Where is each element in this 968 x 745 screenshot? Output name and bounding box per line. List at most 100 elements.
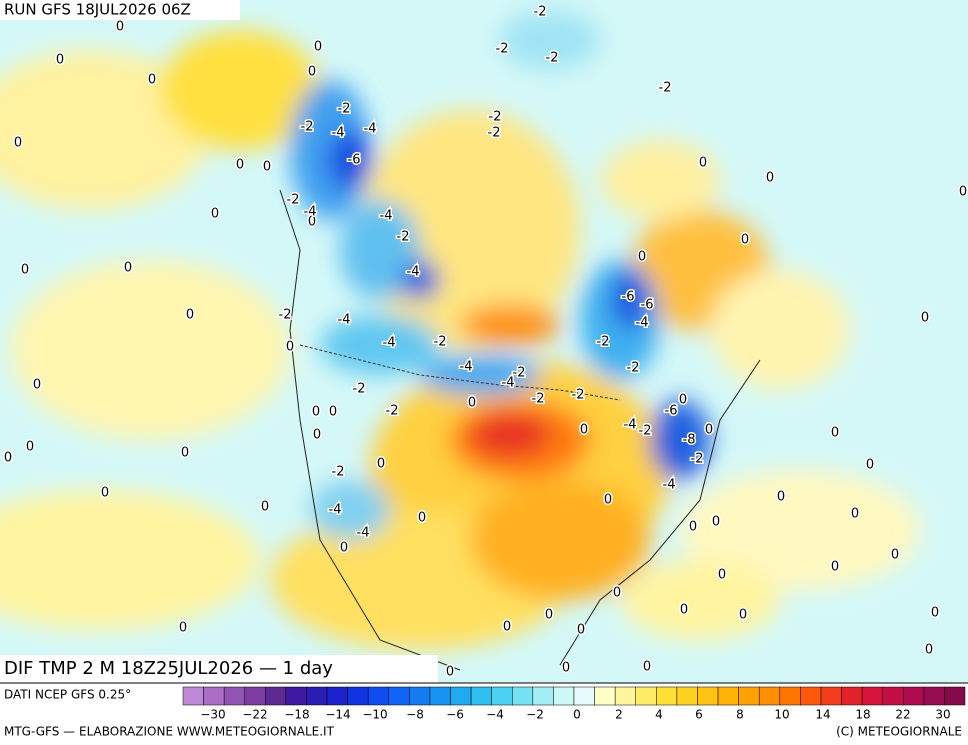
contour-label: 0 [851,507,859,522]
contour-label: -4 [338,313,351,328]
colorbar-label: −14 [325,708,350,722]
panel-title-box [0,655,438,683]
contour-label: 0 [181,446,189,461]
colorbar-label: −22 [242,708,267,722]
contour-label: 0 [314,40,322,55]
contour-label: -2 [489,110,502,125]
colorbar-swatch [882,686,904,706]
panel-title: DIF TMP 2 M 18Z25JUL2026 — 1 day [4,658,333,679]
colorbar-label: −10 [362,708,387,722]
contour-label: 0 [545,608,553,623]
colorbar-label: −8 [406,708,424,722]
contour-label: 0 [931,606,939,621]
contour-label: 0 [503,620,511,635]
contour-label: 0 [831,560,839,575]
colorbar-swatch [326,686,348,706]
contour-label: -2 [488,126,501,141]
contour-label: 0 [124,261,132,276]
contour-label: 0 [211,207,219,222]
contour-label: 0 [101,486,109,501]
contour-label: 0 [468,396,476,411]
contour-label: 0 [26,440,34,455]
contour-label: 0 [186,308,194,323]
contour-label: 0 [286,340,294,355]
colorbar-label: 6 [695,708,703,722]
contour-label: -4 [332,126,345,141]
contour-label: -2 [627,361,640,376]
contour-label: 0 [699,156,707,171]
contour-label: 0 [705,423,713,438]
contour-label: 0 [613,586,621,601]
contour-label: 0 [679,393,687,408]
colorbar-label: 30 [935,708,950,722]
contour-label: -2 [434,335,447,350]
colorbar-swatch [717,686,739,706]
contour-label: -2 [546,51,559,66]
source-label: DATI NCEP GFS 0.25° [4,688,131,702]
colorbar: −30 −22 −18 −14 −10 −8 −6 −4 −2 0 2 4 6 8 10 14 18 22 30 [182,686,966,722]
colorbar-label: −6 [446,708,464,722]
contour-label: -2 [353,382,366,397]
contour-label: -4 [357,526,370,541]
contour-label: -6 [665,404,678,419]
contour-label: -8 [683,433,696,448]
contour-label: 0 [308,65,316,80]
contour-label: 0 [604,493,612,508]
colorbar-swatch [697,686,719,706]
colorbar-swatch [265,686,287,706]
contour-label: 0 [580,423,588,438]
colorbar-swatch [758,686,781,706]
colorbar-swatch [367,686,390,706]
colorbar-swatch [573,686,595,706]
footer-left: MTG-GFS — ELABORAZIONE WWW.METEOGIORNALE… [4,725,335,739]
colorbar-swatch [470,686,492,706]
colorbar-label: 14 [815,708,830,722]
contour-label: -2 [513,366,526,381]
contour-label: 0 [14,136,22,151]
contour-label: 0 [739,608,747,623]
colorbar-label: −30 [200,708,225,722]
contour-label: 0 [308,215,316,230]
contour-label: -2 [397,230,410,245]
colorbar-label: 4 [655,708,663,722]
colorbar-swatch [429,686,451,706]
contour-label: 0 [4,451,12,466]
contour-label: -2 [691,452,704,467]
contour-label: 0 [643,660,651,675]
colorbar-swatch [944,686,966,706]
contour-label: 0 [689,520,697,535]
header-box [0,0,240,20]
contour-label: -2 [301,120,314,135]
contour-label: 0 [418,511,426,526]
colorbar-swatch [676,686,698,706]
contour-label: -2 [597,335,610,350]
contour-label: 0 [313,428,321,443]
contour-label: 0 [741,233,749,248]
contour-label: 0 [116,20,124,35]
colorbar-swatch [223,686,245,706]
colorbar-label: 10 [774,708,789,722]
colorbar-swatch [409,686,431,706]
contour-label: 0 [312,405,320,420]
colorbar-label: −2 [526,708,544,722]
contour-label: 0 [777,490,785,505]
contour-label: 0 [638,250,646,265]
contour-label: -2 [534,5,547,20]
colorbar-swatch [512,686,534,706]
contour-label: -4 [624,418,637,433]
contour-label: 0 [148,73,156,88]
contour-label: -2 [279,308,292,323]
contour-label: 0 [891,548,899,563]
colorbar-label: 18 [855,708,870,722]
colorbar-swatch [635,686,657,706]
contour-label: -6 [641,298,654,313]
contour-label: -4 [383,336,396,351]
colorbar-swatch [203,686,225,706]
colorbar-label: −18 [284,708,309,722]
contour-label: 0 [718,568,726,583]
colorbar-swatch [182,686,204,706]
contour-label: -2 [386,404,399,419]
contour-label: -2 [332,465,345,480]
